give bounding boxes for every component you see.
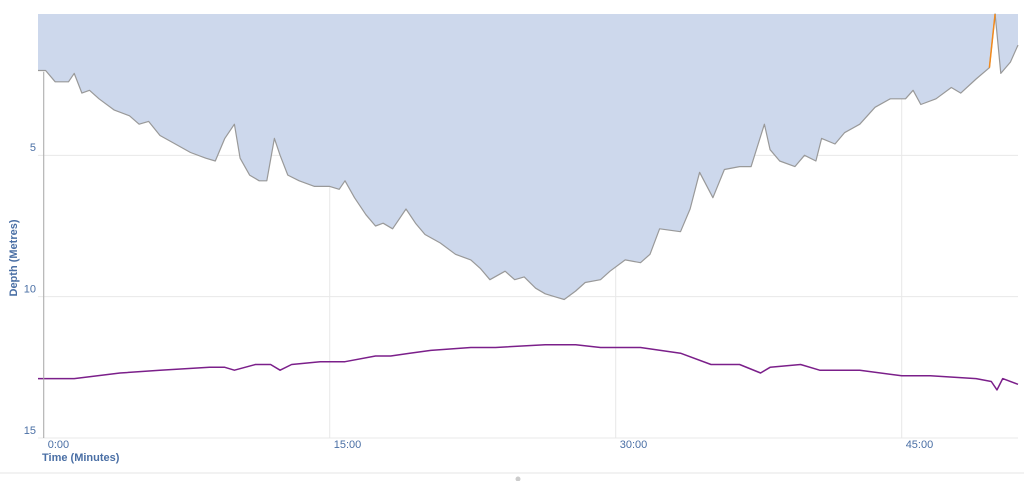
handle[interactable] xyxy=(515,476,521,481)
x-tick-label: 30:00 xyxy=(620,439,648,451)
series-line xyxy=(988,13,996,68)
y-axis-title: Depth (Metres) xyxy=(8,219,20,296)
y-tick-label: 15 xyxy=(24,425,36,437)
x-tick-label: 0:00 xyxy=(48,439,69,451)
y-tick-label: 5 xyxy=(30,142,36,154)
depth-area xyxy=(38,14,1018,300)
x-tick-label: 45:00 xyxy=(906,439,934,451)
x-tick-label: 15:00 xyxy=(334,439,362,451)
series-line xyxy=(38,13,1019,301)
x-axis-title: Time (Minutes) xyxy=(42,452,120,464)
plot xyxy=(38,13,1019,439)
y-tick-label: 10 xyxy=(24,284,36,296)
series-line xyxy=(38,343,1019,391)
